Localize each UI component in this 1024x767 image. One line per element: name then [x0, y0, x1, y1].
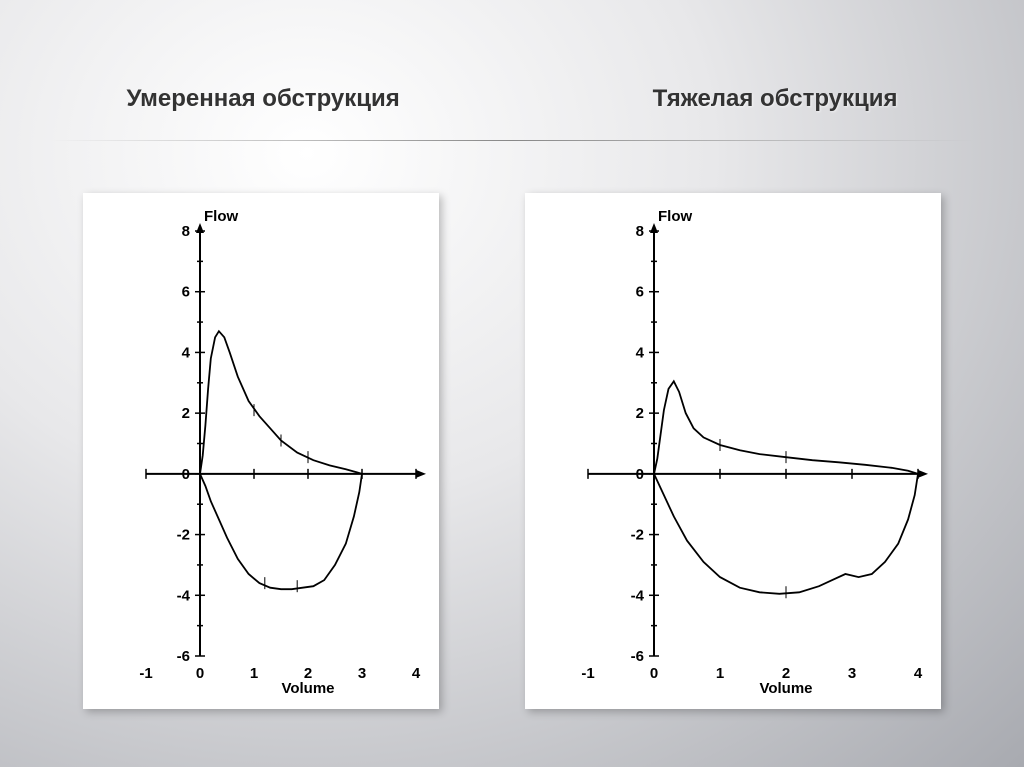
svg-text:4: 4	[182, 344, 191, 361]
title-divider	[50, 140, 974, 141]
svg-text:1: 1	[716, 665, 724, 682]
svg-text:4: 4	[636, 344, 645, 361]
svg-text:-4: -4	[177, 587, 191, 604]
svg-text:-2: -2	[631, 527, 644, 544]
left-chart-title: Умеренная обструкция	[126, 85, 399, 113]
svg-text:-1: -1	[139, 665, 152, 682]
svg-text:2: 2	[636, 405, 644, 422]
svg-text:0: 0	[636, 466, 644, 483]
svg-text:-2: -2	[177, 527, 190, 544]
svg-text:-6: -6	[631, 648, 644, 665]
svg-text:0: 0	[650, 665, 658, 682]
svg-text:Volume: Volume	[759, 680, 812, 697]
right-flow-volume-chart: Flow-6-4-202468-101234Volume	[533, 201, 933, 701]
right-chart-box: Flow-6-4-202468-101234Volume	[525, 193, 941, 709]
svg-text:Flow: Flow	[658, 208, 692, 225]
svg-text:4: 4	[412, 665, 421, 682]
svg-text:8: 8	[182, 223, 190, 240]
charts-row: Flow -6 -4 -2 0 2 4 6 8 -1 0 1 2 3 4 Volume Flow -6 -4 -2 0…	[0, 193, 1024, 709]
left-flow-volume-chart: Flow-6-4-202468-101234Volume	[91, 201, 431, 701]
svg-text:0: 0	[182, 466, 190, 483]
titles-row: Умеренная обструкция Тяжелая обструкция	[0, 0, 1024, 123]
svg-text:-4: -4	[631, 587, 645, 604]
svg-text:-1: -1	[581, 665, 594, 682]
slide: Умеренная обструкция Тяжелая обструкция …	[0, 0, 1024, 767]
svg-text:Flow: Flow	[204, 208, 238, 225]
left-chart-box: Flow-6-4-202468-101234Volume	[83, 193, 439, 709]
svg-text:2: 2	[182, 405, 190, 422]
svg-text:1: 1	[250, 665, 258, 682]
svg-text:6: 6	[636, 284, 644, 301]
svg-text:8: 8	[636, 223, 644, 240]
svg-text:4: 4	[914, 665, 923, 682]
svg-text:-6: -6	[177, 648, 190, 665]
svg-text:0: 0	[196, 665, 204, 682]
svg-text:Volume: Volume	[281, 680, 334, 697]
svg-text:3: 3	[358, 665, 366, 682]
svg-text:6: 6	[182, 284, 190, 301]
svg-text:3: 3	[848, 665, 856, 682]
right-chart-title: Тяжелая обструкция	[653, 85, 898, 113]
